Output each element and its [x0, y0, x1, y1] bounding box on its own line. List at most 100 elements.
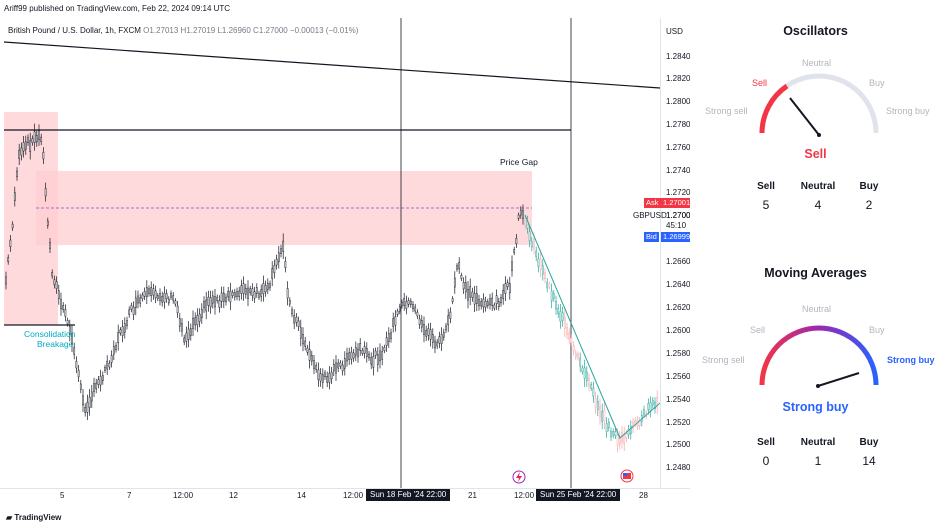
candle-body	[590, 384, 593, 389]
symbol-legend[interactable]: British Pound / U.S. Dollar, 1h, FXCM O1…	[8, 26, 358, 35]
candle-body	[44, 188, 47, 197]
candle-body	[95, 382, 98, 390]
candle-body	[22, 142, 25, 152]
candle-body	[392, 318, 395, 327]
ma-needle	[817, 372, 860, 387]
candle-body	[357, 348, 359, 358]
candle-body	[341, 364, 344, 372]
price-tick-label: 1.27800	[666, 120, 695, 129]
candle-body	[530, 241, 533, 248]
time-label: 12	[229, 491, 238, 500]
candle-body	[93, 383, 95, 392]
bid-tag: Bid	[644, 232, 659, 242]
osc-label-strong-buy: Strong buy	[886, 106, 930, 116]
candle-body	[354, 347, 357, 356]
osc-neutral-header: Neutral	[800, 181, 836, 192]
candle-body	[236, 291, 238, 297]
price-tick-label: 1.26200	[666, 303, 695, 312]
candle-body	[5, 276, 7, 285]
candle-body	[335, 362, 337, 374]
candle-body	[317, 369, 320, 380]
candle-body	[121, 326, 124, 336]
candle-body	[324, 372, 326, 378]
tradingview-logo[interactable]: ▰ TradingView	[6, 513, 61, 522]
candle-body	[253, 291, 256, 299]
ma-needle-pivot	[816, 384, 820, 388]
candle-body	[398, 306, 401, 312]
candle-body	[207, 296, 210, 306]
candle-body	[537, 258, 540, 267]
currency-label: USD	[666, 27, 683, 36]
candle-body	[471, 291, 474, 298]
candle-body	[123, 323, 126, 333]
candle-body	[255, 287, 258, 294]
candle-body	[649, 402, 652, 412]
candle-body	[583, 367, 586, 379]
candle-body	[7, 257, 10, 262]
candle-body	[405, 300, 408, 309]
candle-body	[141, 294, 144, 299]
candle-body	[390, 332, 392, 339]
price-tick-label: 1.25200	[666, 418, 695, 427]
candle-body	[596, 400, 599, 410]
candle-body	[550, 290, 553, 302]
candle-body	[577, 353, 579, 359]
price-tick-label: 1.28400	[666, 52, 695, 61]
candle-body	[251, 288, 254, 296]
chart-panel[interactable]: Ariff99 published on TradingView.com, Fe…	[0, 0, 695, 530]
osc-sell-header: Sell	[757, 181, 775, 192]
candle-body	[126, 320, 128, 326]
candle-body	[38, 130, 40, 140]
candle-body	[145, 287, 148, 298]
price-tick-label: 1.28000	[666, 97, 695, 106]
candle-body	[139, 297, 142, 304]
candle-body	[115, 344, 117, 350]
price-axis[interactable]	[660, 18, 691, 488]
candle-body	[401, 301, 403, 307]
candle-body	[33, 131, 36, 143]
candle-body	[473, 293, 476, 305]
candle-body	[49, 242, 51, 249]
bid-value: 1.26999	[661, 232, 693, 242]
candle-body	[548, 283, 551, 288]
candle-body	[601, 411, 604, 422]
time-axis[interactable]	[0, 488, 690, 507]
candle-body	[165, 293, 168, 299]
candle-body	[614, 431, 617, 437]
candle-body	[328, 372, 331, 383]
candle-body	[416, 311, 419, 317]
candle-body	[552, 293, 555, 299]
candle-body	[29, 140, 32, 152]
candle-body	[539, 258, 542, 270]
candle-body	[218, 300, 221, 308]
tv-logo-icon: ▰	[6, 513, 13, 522]
candle-body	[508, 283, 511, 294]
candle-body	[533, 238, 535, 249]
price-tick-label: 1.27200	[666, 188, 695, 197]
candle-body	[262, 283, 265, 295]
candle-body	[55, 281, 58, 289]
chart-canvas[interactable]	[0, 0, 690, 530]
osc-label-buy: Buy	[869, 78, 885, 88]
candle-body	[271, 268, 274, 279]
candle-body	[106, 360, 109, 370]
candle-body	[332, 363, 335, 372]
candle-body	[348, 352, 351, 360]
candle-body	[27, 137, 29, 143]
candle-body	[445, 325, 447, 331]
candle-body	[374, 350, 377, 356]
candle-body	[315, 365, 318, 370]
candle-body	[18, 149, 21, 159]
tv-logo-text: TradingView	[14, 513, 62, 522]
ma-buy-count: 14	[862, 454, 876, 468]
osc-buy-count: 2	[865, 198, 873, 212]
candle-body	[651, 400, 654, 406]
candle-body	[365, 348, 368, 357]
candle-body	[544, 272, 546, 279]
candle-body	[462, 282, 465, 290]
candle-body	[643, 409, 645, 415]
candle-body	[288, 299, 291, 305]
candle-body	[581, 367, 584, 372]
candle-body	[486, 301, 489, 306]
candle-body	[535, 250, 538, 258]
